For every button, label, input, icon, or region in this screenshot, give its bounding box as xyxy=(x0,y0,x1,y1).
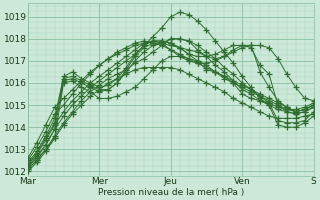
X-axis label: Pression niveau de la mer( hPa ): Pression niveau de la mer( hPa ) xyxy=(98,188,244,197)
